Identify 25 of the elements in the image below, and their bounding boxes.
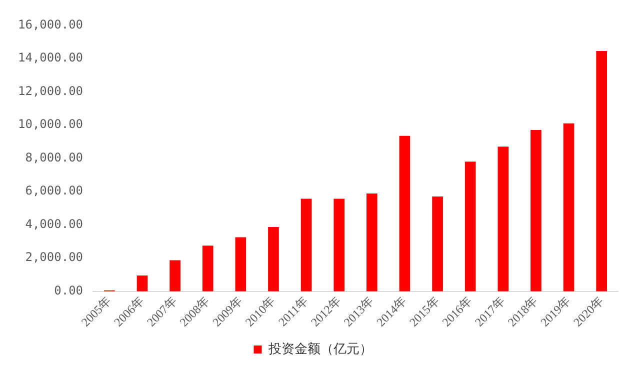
y-tick-label: 8,000.00 <box>25 150 84 164</box>
bar <box>170 260 180 292</box>
bar <box>596 50 608 292</box>
y-tick-label: 4,000.00 <box>25 216 84 231</box>
bar <box>563 123 574 292</box>
bar <box>399 136 410 292</box>
bar <box>334 198 345 292</box>
bar <box>464 162 476 292</box>
y-tick-label: 6,000.00 <box>25 184 84 198</box>
y-tick-label: 16,000.00 <box>18 17 84 32</box>
bar <box>366 194 378 292</box>
bar <box>530 130 542 292</box>
bar <box>202 246 214 292</box>
bar <box>432 196 443 292</box>
y-tick-label: 12,000.00 <box>18 84 84 98</box>
bar <box>268 226 279 292</box>
bar <box>136 276 148 292</box>
y-tick-label: 0.00 <box>54 283 84 298</box>
y-tick-label: 14,000.00 <box>18 50 84 65</box>
bar <box>235 237 246 292</box>
legend-label: 投资金额（亿元） <box>267 342 372 357</box>
y-tick-label: 2,000.00 <box>25 250 84 264</box>
y-tick-label: 10,000.00 <box>18 117 84 132</box>
bar <box>300 198 312 292</box>
bar <box>498 146 509 292</box>
